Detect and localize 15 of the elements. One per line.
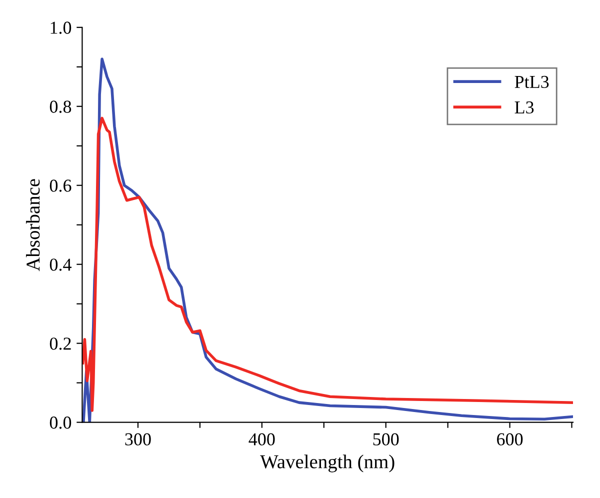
y-tick-label: 1.0 xyxy=(50,22,72,34)
legend-label: PtL3 xyxy=(514,76,549,88)
y-tick-label: 0.8 xyxy=(50,100,72,113)
line-series xyxy=(82,116,573,412)
y-tick-label: 0.4 xyxy=(50,258,72,271)
y-axis-title: Absorbance xyxy=(26,179,40,272)
y-tick-label: 0.2 xyxy=(50,338,71,350)
x-tick-label: 500 xyxy=(373,433,399,446)
x-tick-label: 400 xyxy=(248,433,275,446)
y-tick-label: 0.0 xyxy=(50,416,72,429)
x-axis-title: Wavelength (nm) xyxy=(260,454,394,472)
x-tick-label: 600 xyxy=(497,433,523,446)
y-tick-label: 0.6 xyxy=(50,180,72,192)
x-tick-label: 300 xyxy=(125,433,151,446)
legend-label: L3 xyxy=(514,101,534,114)
